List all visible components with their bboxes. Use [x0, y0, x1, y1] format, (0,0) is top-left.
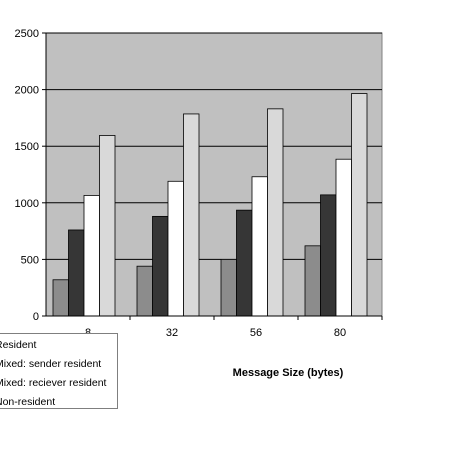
legend-label: Non-resident	[0, 396, 56, 408]
x-tick-label: 32	[166, 327, 178, 339]
legend-item: Resident	[0, 339, 36, 351]
bar-mixed-reciever-resident-56	[251, 176, 268, 317]
bar-resident-80	[304, 245, 321, 317]
bar-mixed-sender-resident-80	[320, 194, 337, 317]
bar-non-resident-32	[183, 113, 200, 317]
legend: Resident Mixed: sender resident Mixed: rec…	[0, 333, 118, 409]
y-tick-label: 2000	[15, 85, 39, 97]
x-tick-labels: 8325680	[85, 327, 346, 339]
x-tick-label: 56	[250, 327, 262, 339]
x-axis-label: Message Size (bytes)	[233, 367, 344, 379]
legend-label: Resident	[0, 339, 37, 351]
legend-label: Mixed: sender resident	[0, 358, 102, 370]
legend-label: Mixed: reciever resident	[0, 377, 107, 389]
bar-mixed-sender-resident-32	[152, 215, 169, 317]
y-tick-label: 0	[33, 311, 39, 323]
legend-item: Mixed: reciever resident	[0, 377, 106, 389]
axes	[42, 32, 383, 320]
y-tick-label: 500	[21, 254, 39, 266]
bar-mixed-reciever-resident-32	[167, 180, 184, 317]
bar-non-resident-56	[267, 108, 284, 317]
bar-resident-32	[136, 265, 153, 317]
x-tick-label: 80	[334, 327, 346, 339]
y-tick-label: 2500	[15, 28, 39, 40]
y-tick-label: 1000	[15, 198, 39, 210]
bar-mixed-reciever-resident-80	[335, 158, 352, 317]
bars	[52, 93, 368, 317]
y-tick-label: 1500	[15, 141, 39, 153]
bar-mixed-reciever-resident-8	[83, 195, 100, 317]
bar-mixed-sender-resident-56	[236, 209, 253, 317]
bar-non-resident-80	[351, 93, 368, 317]
legend-item: Mixed: sender resident	[0, 358, 101, 370]
y-tick-labels: 0 500 1000 1500 2000 2500	[15, 28, 39, 323]
bar-resident-8	[52, 279, 69, 317]
legend-item: Non-resident	[0, 396, 55, 408]
bar-mixed-sender-resident-8	[68, 229, 85, 317]
bar-resident-56	[220, 258, 237, 317]
bar-non-resident-8	[99, 135, 116, 317]
